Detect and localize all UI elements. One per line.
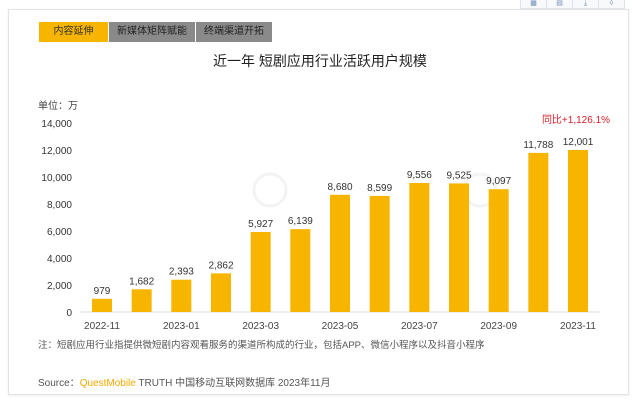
bar-2023-01 bbox=[171, 279, 192, 312]
source-brand: QuestMobile bbox=[79, 378, 136, 389]
tab-content-extension[interactable]: 内容延伸 bbox=[39, 22, 108, 42]
bar-2023-11 bbox=[568, 149, 588, 312]
yoy-annotation: 同比+1,126.1% bbox=[542, 114, 610, 126]
tab-terminal-channel[interactable]: 终端渠道开拓 bbox=[196, 22, 272, 42]
source-rest: TRUTH 中国移动互联网数据库 2023年11月 bbox=[135, 378, 331, 389]
tab-new-media[interactable]: 新媒体矩阵赋能 bbox=[109, 22, 195, 42]
unit-label: 单位：万 bbox=[38, 101, 78, 112]
x-tick-label: 2023-11 bbox=[560, 321, 596, 332]
bar-2023-02 bbox=[211, 273, 231, 312]
x-tick-label: 2023-07 bbox=[401, 321, 438, 332]
x-tick-label: 2023-09 bbox=[480, 321, 517, 332]
x-tick-label: 2023-01 bbox=[163, 321, 200, 332]
bar-2022-12 bbox=[131, 289, 152, 312]
data-label: 5,927 bbox=[248, 219, 273, 230]
y-tick-label: 10,000 bbox=[41, 173, 72, 184]
pin-icon[interactable]: ◊ bbox=[598, 0, 625, 9]
bar-2023-10 bbox=[528, 152, 549, 312]
source-prefix: Source： bbox=[38, 378, 80, 389]
footnote: 注：短剧应用行业指提供微短剧内容观看服务的渠道所构成的行业，包括APP、微信小程… bbox=[38, 340, 485, 351]
data-label: 1,682 bbox=[129, 276, 154, 287]
x-tick-label: 2023-03 bbox=[242, 321, 279, 332]
bar-2023-04 bbox=[290, 229, 311, 312]
y-tick-label: 2,000 bbox=[47, 281, 72, 292]
bar-2023-06 bbox=[369, 195, 390, 312]
data-label: 6,139 bbox=[288, 216, 313, 227]
bar-2022-11 bbox=[92, 298, 112, 312]
chart-title: 近一年 短剧应用行业活跃用户规模 bbox=[213, 53, 427, 69]
source-line: Source：QuestMobile TRUTH 中国移动互联网数据库 2023… bbox=[38, 374, 331, 389]
chart-card bbox=[8, 9, 629, 395]
bar-2023-09 bbox=[488, 189, 509, 312]
bar-2023-07 bbox=[409, 182, 430, 312]
y-tick-label: 8,000 bbox=[47, 200, 72, 211]
y-tick-label: 6,000 bbox=[47, 227, 72, 238]
tab-bar: 内容延伸 新媒体矩阵赋能 终端渠道开拓 bbox=[39, 22, 273, 42]
y-tick-label: 0 bbox=[66, 308, 72, 319]
data-label: 2,862 bbox=[208, 260, 233, 271]
y-tick-label: 12,000 bbox=[41, 146, 72, 157]
data-label: 12,001 bbox=[563, 137, 594, 148]
bar-2023-03 bbox=[250, 231, 271, 312]
data-label: 2,393 bbox=[169, 267, 194, 278]
bar-2023-05 bbox=[330, 194, 350, 312]
data-label: 979 bbox=[94, 286, 111, 297]
data-label: 9,525 bbox=[446, 170, 471, 181]
y-tick-label: 4,000 bbox=[47, 254, 72, 265]
x-tick-label: 2022-11 bbox=[84, 321, 120, 332]
watermark-logo-ring bbox=[252, 172, 288, 208]
chart-toolbar: ▦ ▤ ⤓ ◊ bbox=[520, 0, 625, 9]
bar-2023-08 bbox=[449, 183, 469, 312]
x-tick-label: 2023-05 bbox=[322, 321, 359, 332]
data-label: 9,097 bbox=[486, 176, 511, 187]
data-label: 8,599 bbox=[367, 183, 392, 194]
data-label: 9,556 bbox=[407, 170, 432, 181]
data-label: 8,680 bbox=[327, 182, 352, 193]
data-label: 11,788 bbox=[523, 140, 553, 151]
y-tick-label: 14,000 bbox=[41, 119, 72, 130]
